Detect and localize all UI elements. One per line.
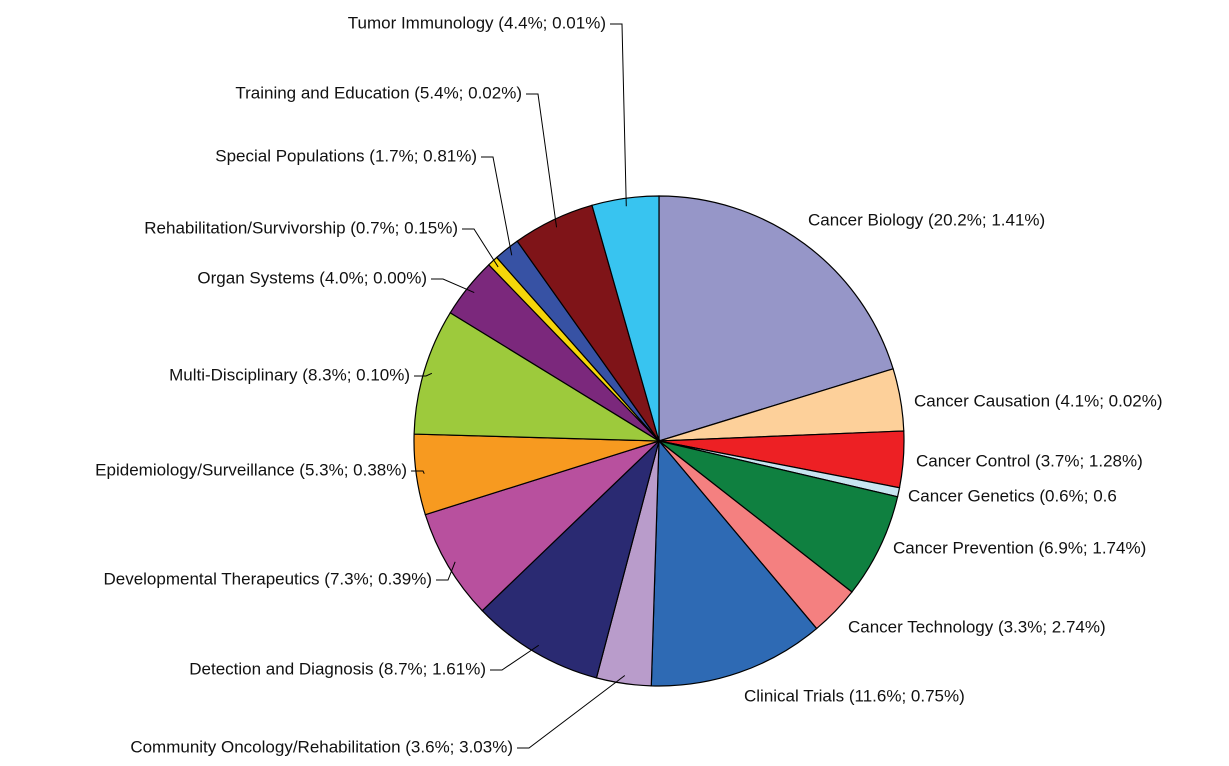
leader-line — [431, 278, 475, 294]
slice-label: Cancer Genetics (0.6%; 0.6 — [908, 486, 1117, 505]
slice-label: Cancer Prevention (6.9%; 1.74%) — [893, 538, 1146, 557]
pie-slice — [424, 440, 660, 612]
slice-label: Rehabilitation/Survivorship (0.7%; 0.15%… — [144, 218, 458, 237]
slice-label: Special Populations (1.7%; 0.81%) — [215, 146, 477, 165]
slice-label: Multi-Disciplinary (8.3%; 0.10%) — [169, 365, 410, 384]
slice-label: Epidemiology/Surveillance (5.3%; 0.38%) — [95, 460, 407, 479]
slice-label: Organ Systems (4.0%; 0.00%) — [197, 268, 427, 287]
pie-slice — [658, 195, 894, 442]
slice-label: Cancer Control (3.7%; 1.28%) — [916, 451, 1143, 470]
pie-slice — [591, 195, 660, 442]
pie-slice — [413, 311, 662, 442]
slice-label: Community Oncology/Rehabilitation (3.6%;… — [130, 737, 513, 756]
pie-slice — [481, 439, 661, 679]
leader-line — [517, 675, 626, 749]
leader-line — [610, 23, 627, 207]
pie-slice — [650, 439, 818, 687]
leader-line — [414, 372, 433, 377]
pie-slice — [658, 440, 899, 593]
leader-line — [462, 228, 499, 268]
slice-label: Cancer Causation (4.1%; 0.02%) — [914, 391, 1163, 410]
slice-label: Clinical Trials (11.6%; 0.75%) — [744, 686, 965, 705]
leader-line — [481, 156, 513, 256]
leader-line — [526, 93, 558, 228]
slice-label: Cancer Technology (3.3%; 2.74%) — [848, 617, 1106, 636]
leader-line — [411, 470, 425, 474]
slice-label: Developmental Therapeutics (7.3%; 0.39%) — [103, 569, 432, 588]
slice-label: Training and Education (5.4%; 0.02%) — [235, 83, 522, 102]
slice-label: Tumor Immunology (4.4%; 0.01%) — [348, 13, 606, 32]
leader-line — [436, 561, 456, 581]
slice-label: Detection and Diagnosis (8.7%; 1.61%) — [189, 659, 486, 678]
slice-label: Cancer Biology (20.2%; 1.41%) — [808, 210, 1045, 229]
leader-line — [490, 644, 540, 671]
